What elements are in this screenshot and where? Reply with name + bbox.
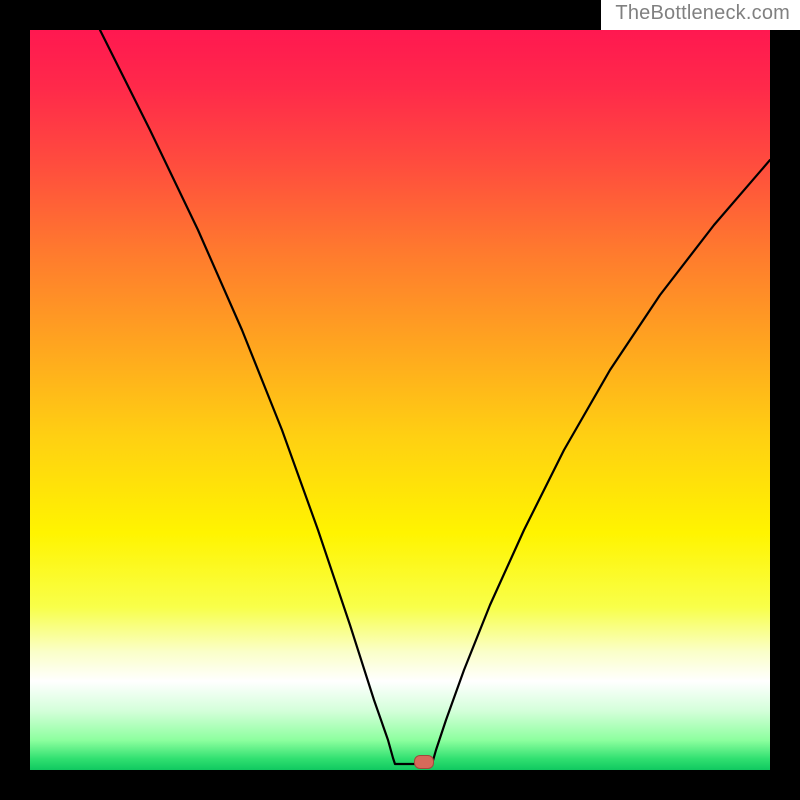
curve-left-branch [100,30,416,764]
curve-right-branch [432,160,770,764]
vertex-marker [414,755,434,769]
watermark-label: TheBottleneck.com [601,0,800,30]
chart-outer-frame: TheBottleneck.com [0,0,800,800]
bottleneck-curve [30,30,770,770]
plot-area [30,30,770,770]
